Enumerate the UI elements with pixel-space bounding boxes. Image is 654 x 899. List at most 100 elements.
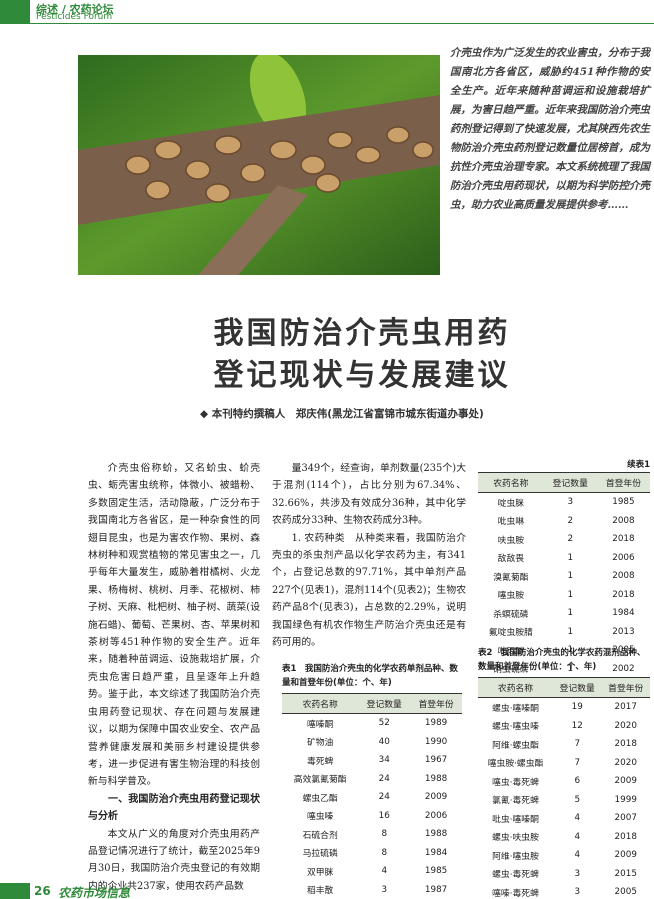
header-rule bbox=[30, 23, 654, 24]
cell: 螺虫·毒死蜱 bbox=[492, 870, 539, 881]
cell: 2 bbox=[567, 515, 574, 526]
column: 介壳虫俗称蚧，又名蚧虫、蚧壳虫、蛎壳害虫统称，体微小、被蜡粉、多数固定生活，活动… bbox=[88, 460, 260, 890]
cell: 1 bbox=[567, 552, 574, 563]
paragraph: 本文从广义的角度对介壳虫用药产品登记情况进行了统计，截至2025年9月30日，我… bbox=[88, 828, 260, 890]
paragraph: 量349个，经查询，单剂数量(235个)大于混剂(114个)，占比分别为67.3… bbox=[272, 463, 466, 527]
cell: 2018 bbox=[612, 534, 635, 545]
section: 综述 / 农药论坛 bbox=[36, 3, 114, 16]
cell: 5 bbox=[574, 794, 581, 805]
row: 敌敌畏 1 2006 bbox=[478, 549, 650, 568]
table-block: 表2 我国防治介壳虫的化学农药混剂品种、数量和首登年份(单位：个、年) 农药名称登… bbox=[478, 646, 650, 899]
row: 吡虫·噻嗪酮 4 2007 bbox=[478, 809, 650, 828]
column-header: 农药名称 bbox=[282, 693, 359, 714]
cell: 1967 bbox=[424, 755, 448, 766]
cell: 1989 bbox=[424, 718, 448, 729]
row: 稻丰散 3 1987 bbox=[282, 880, 462, 899]
row: 溴氰菊酯 1 2008 bbox=[478, 567, 650, 586]
cell: 螺虫·呋虫胺 bbox=[492, 833, 539, 844]
column-header: 首登年份 bbox=[410, 693, 462, 714]
cell: 石硫合剂 bbox=[302, 830, 338, 841]
row: 吡丙醚 1 2005 bbox=[478, 641, 650, 660]
section-en: Pesticides Forum bbox=[36, 12, 113, 22]
cell: 2007 bbox=[614, 813, 637, 824]
row: 杀螟硫磷 1 1984 bbox=[478, 604, 650, 623]
cell: 2020 bbox=[614, 720, 637, 731]
row: 噻嗪酮 52 1989 bbox=[282, 714, 462, 733]
cell: 1 bbox=[567, 571, 574, 582]
cell: 2008 bbox=[612, 515, 635, 526]
photo bbox=[78, 55, 440, 275]
column-header: 农药名称 bbox=[478, 472, 544, 493]
table: 农药名称 登记数量 首登年份 螺虫·噻嗪酮 19 2017 螺虫·噻虫嗪 12 2020 阿维·螺… bbox=[478, 677, 650, 899]
cell: 24 bbox=[378, 792, 390, 803]
cell: 2005 bbox=[601, 883, 650, 899]
cell: 1 bbox=[567, 608, 574, 619]
row: 螺虫·毒死蜱 3 2015 bbox=[478, 865, 650, 884]
table-caption: 表2 我国防治介壳虫的化学农药混剂品种、数量和首登年份(单位：个、年) bbox=[478, 648, 646, 672]
heading: 一、我国防治介壳虫用药登记现状与分析 bbox=[88, 793, 260, 823]
row: 噻虫·毒死蜱 6 2009 bbox=[478, 772, 650, 791]
row: 阿维·螺虫酯 7 2018 bbox=[478, 735, 650, 754]
row: 矿物油 40 1990 bbox=[282, 733, 462, 752]
cell: 2 bbox=[567, 534, 574, 545]
cell: 啶虫脒 bbox=[497, 498, 525, 509]
column-header: 首登年份 bbox=[596, 472, 650, 493]
cell: 2008 bbox=[612, 571, 635, 582]
paragraph: 介壳虫俗称蚧，又名蚧虫、蚧壳虫、蛎壳害虫统称，体微小、被蜡粉、多数固定生活，活动… bbox=[88, 463, 260, 788]
cell: 马拉硫磷 bbox=[302, 849, 338, 860]
cell: 氯氰·毒死蜱 bbox=[492, 796, 539, 807]
cell: 1985 bbox=[612, 497, 635, 508]
cell: 2017 bbox=[614, 702, 637, 713]
cell: 噻嗪·毒死蜱 bbox=[478, 883, 554, 899]
cell: 1984 bbox=[424, 847, 448, 858]
cell: 2013 bbox=[612, 626, 635, 637]
row: 啶虫脒 3 1985 bbox=[478, 493, 650, 512]
cell: 3 bbox=[358, 880, 411, 899]
cell: 螺虫·噻嗪酮 bbox=[492, 703, 539, 714]
row: 吡虫啉 2 2008 bbox=[478, 512, 650, 531]
row: 噻虫胺·螺虫酯 7 2020 bbox=[478, 754, 650, 773]
cell: 7 bbox=[574, 739, 581, 750]
column-header: 登记数量 bbox=[553, 677, 602, 698]
header-row: 农药名称 登记数量 首登年份 bbox=[282, 693, 462, 714]
cell: 1 bbox=[567, 645, 574, 656]
byline: ◆ 本刊特约撰稿人 郑庆伟(黑龙江省富锦市城东街道办事处) bbox=[200, 408, 484, 420]
cell: 吡虫啉 bbox=[497, 517, 525, 528]
table: 农药名称 登记数量 首登年份 噻嗪酮 52 1989 矿物油 40 1990 毒死蜱 34 1967 高… bbox=[282, 693, 462, 899]
cell: 2005 bbox=[612, 645, 635, 656]
intro: 介壳虫作为广泛发生的农业害虫，分布于我国南北方各省区，威胁约451种作物的安全生… bbox=[450, 47, 650, 211]
table-block: 续表1 农药名称 登记数量 首登年份 啶虫脒 3 1985 吡虫啉 2 2008 呋虫胺 2 2018 敌… bbox=[478, 458, 650, 679]
row: 石硫合剂 8 1988 bbox=[282, 825, 462, 844]
cell: 1985 bbox=[424, 866, 448, 877]
cell: 2018 bbox=[612, 589, 635, 600]
title-line: 登记现状与发展建议 bbox=[213, 358, 511, 393]
cell: 噻嗪酮 bbox=[306, 719, 334, 730]
row: 螺虫·噻虫嗪 12 2020 bbox=[478, 717, 650, 736]
row: 毒死蜱 34 1967 bbox=[282, 751, 462, 770]
cell: 8 bbox=[381, 847, 388, 858]
cell: 阿维·噻虫胺 bbox=[492, 851, 539, 862]
row: 噻虫嗪 16 2006 bbox=[282, 807, 462, 826]
column: 量349个，经查询，单剂数量(235个)大于混剂(114个)，占比分别为67.3… bbox=[272, 460, 466, 660]
column-header: 登记数量 bbox=[358, 693, 411, 714]
cell: 2009 bbox=[424, 792, 448, 803]
row: 阿维·噻虫胺 4 2009 bbox=[478, 846, 650, 865]
cell: 2018 bbox=[614, 739, 637, 750]
cell: 2006 bbox=[612, 552, 635, 563]
cell: 螺虫乙酯 bbox=[302, 793, 338, 804]
column-header: 农药名称 bbox=[478, 677, 554, 698]
cell: 矿物油 bbox=[306, 738, 334, 749]
cell: 3 bbox=[567, 497, 574, 508]
cell: 1999 bbox=[614, 794, 637, 805]
cell: 杀螟硫磷 bbox=[493, 609, 529, 620]
cell: 2020 bbox=[614, 757, 637, 768]
cell: 1988 bbox=[424, 829, 448, 840]
cell: 毒死蜱 bbox=[306, 756, 334, 767]
footer-bar bbox=[0, 883, 30, 899]
page-number: 26 bbox=[34, 884, 51, 898]
cell: 8 bbox=[381, 829, 388, 840]
cell: 噻虫嗪 bbox=[306, 812, 334, 823]
row: 螺虫·呋虫胺 4 2018 bbox=[478, 828, 650, 847]
cell: 3 bbox=[553, 883, 602, 899]
cell: 噻虫·毒死蜱 bbox=[492, 777, 539, 788]
